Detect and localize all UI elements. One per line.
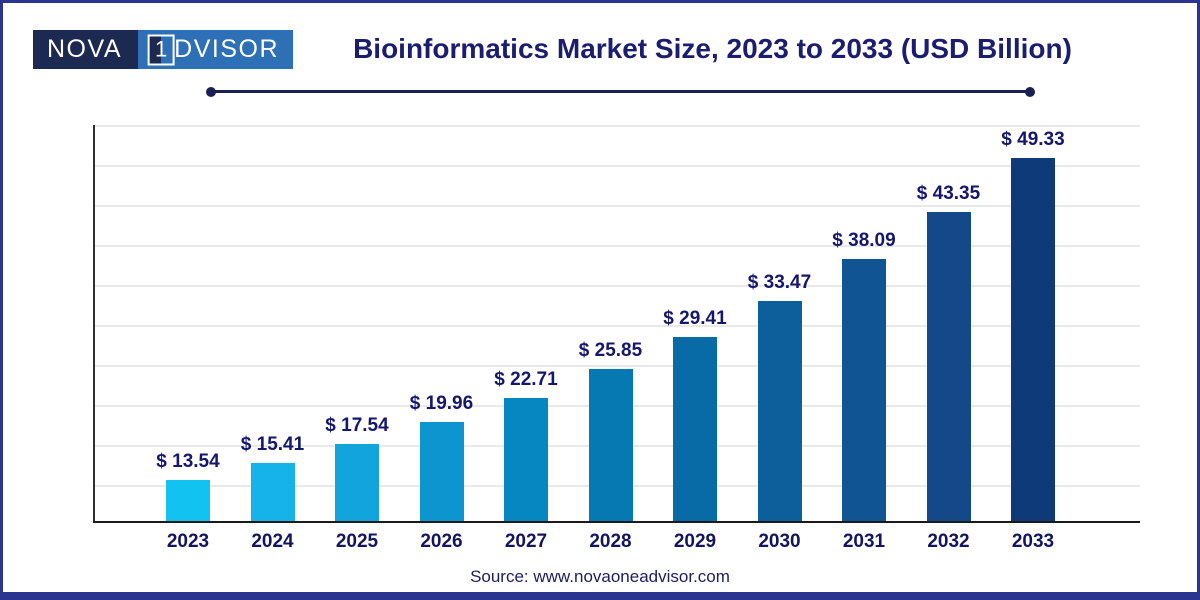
x-tick-label-2026: 2026 [420,531,463,552]
title-underline [206,86,1035,97]
gridline [94,325,1140,327]
bar-2028 [588,369,633,521]
bar-value-label-2028: $ 25.85 [578,340,643,362]
x-tick-label-2031: 2031 [842,531,886,552]
bar-value-label-2030: $ 33.47 [747,271,812,293]
y-axis-line [93,125,95,521]
bar-2030 [757,300,802,521]
gridline [94,285,1140,287]
logo-one-badge: 1 [147,34,175,65]
bar-value-label-2029: $ 29.41 [663,308,727,330]
bar-value-label-2025: $ 17.54 [325,415,389,437]
underline-right-dot [1025,86,1035,97]
source-text: Source: www.novaoneadvisor.com [470,567,730,586]
bar-2033 [1011,158,1055,521]
bar-value-label-2031: $ 38.09 [832,230,896,252]
bar-2026 [419,422,464,521]
gridline [94,205,1140,207]
gridline [94,125,1140,127]
x-tick-label-2028: 2028 [589,531,632,552]
bar-2024 [250,463,295,521]
bar-2027 [504,397,548,521]
bar-value-label-2033: $ 49.33 [1001,129,1065,151]
x-axis-line [93,521,1140,523]
bar-value-label-2027: $ 22.71 [494,368,558,390]
bar-value-label-2024: $ 15.41 [240,434,305,456]
underline-left-dot [206,86,216,97]
bar-2025 [335,444,379,521]
bar-2032 [926,211,971,521]
x-tick-label-2023: 2023 [166,531,210,552]
bar-2031 [842,259,886,521]
chart-title: Bioinformatics Market Size, 2023 to 2033… [353,33,1072,64]
bar-chart-plot-area: $ 13.54 $ 15.41 $ 17.54 $ 19.96 $ 22.71 $ 25.… [93,125,1140,552]
logo-text-nova: NOVA [33,30,138,69]
x-tick-label-2032: 2032 [927,531,970,552]
bar-value-label-2032: $ 43.35 [916,182,981,204]
bottom-border-bar [3,592,1197,600]
logo-digit: 1 [155,36,168,62]
nova-one-advisor-logo: NOVA 1 ADVISOR [33,30,294,69]
x-tick-label-2033: 2033 [1011,531,1055,552]
bar-value-label-2023: $ 13.54 [156,451,220,473]
gridline [94,365,1140,367]
x-tick-label-2027: 2027 [504,531,548,552]
bar-value-label-2026: $ 19.96 [409,393,474,415]
x-tick-label-2029: 2029 [673,531,717,552]
bar-2029 [673,337,717,521]
x-tick-label-2025: 2025 [335,531,379,552]
gridline [94,245,1140,247]
x-tick-label-2030: 2030 [758,531,801,552]
gridline [94,165,1140,167]
bar-2023 [166,480,210,521]
x-tick-label-2024: 2024 [251,531,294,552]
